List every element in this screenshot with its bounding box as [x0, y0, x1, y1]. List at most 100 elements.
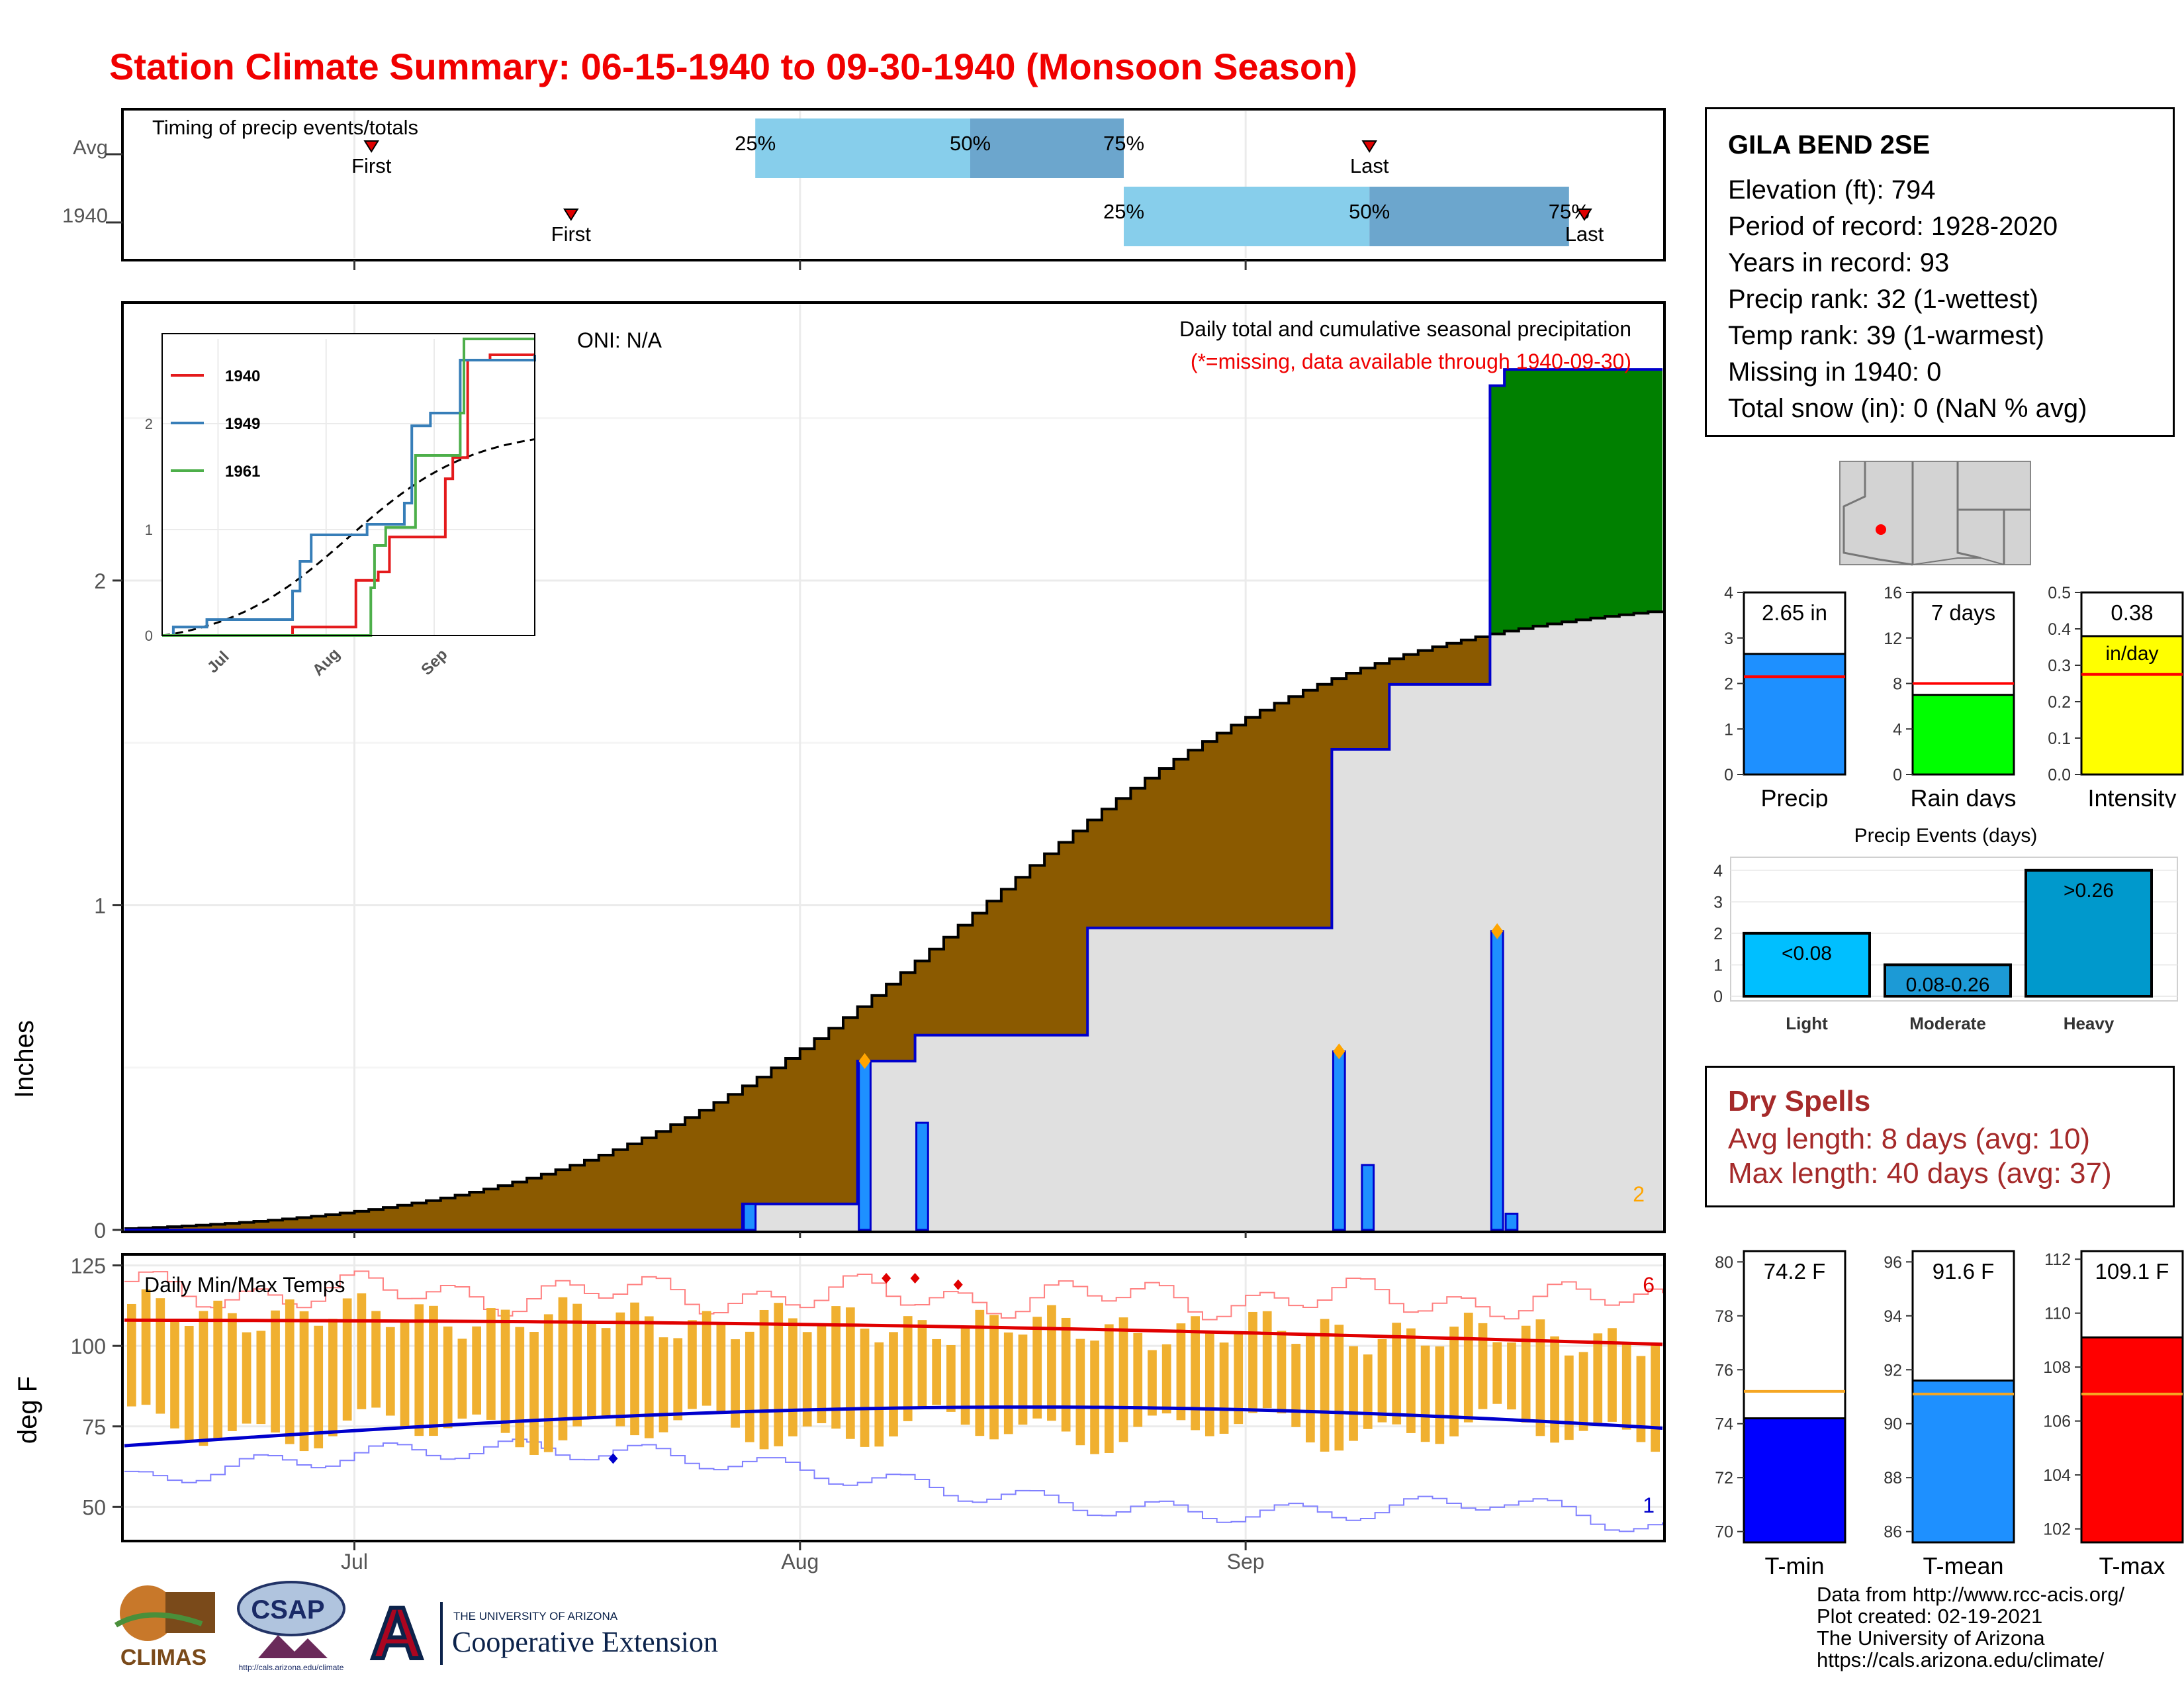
temp-daily-bar — [1420, 1345, 1430, 1442]
events-ytick-2: 2 — [1713, 925, 1723, 943]
temp-xtick-label-2: Sep — [1227, 1550, 1265, 1573]
precip-subtitle: (*=missing, data available through 1940-… — [1191, 350, 1631, 373]
temp-daily-bar — [1392, 1323, 1402, 1425]
credit-url: https://cals.arizona.edu/climate/ — [1817, 1648, 2105, 1671]
temp-daily-bar — [256, 1331, 266, 1425]
temp-daily-bar — [1234, 1331, 1244, 1425]
summary-ytick-label-precip-2-0: 0.0 — [2048, 766, 2071, 784]
timing-row-1940: 1940 — [62, 204, 108, 227]
temp-daily-bar — [1032, 1317, 1042, 1419]
temp-average-low-line — [124, 1405, 1663, 1448]
temp-daily-bar — [1061, 1317, 1071, 1432]
temp-daily-bar — [831, 1306, 841, 1429]
temp-record-high-marker-0 — [882, 1273, 891, 1284]
temp-daily-bar — [788, 1318, 797, 1436]
timing-avg-last-marker — [1361, 140, 1378, 153]
temp-chart: deg F 50 75 100 125 Jul Aug Sep Daily Min/Max … — [13, 1253, 1666, 1573]
precip-daily-bar-6 — [1504, 1212, 1519, 1231]
summary-label-precip-0: Precip — [1760, 784, 1828, 808]
credits: Data from http://www.rcc-acis.org/ Plot … — [1817, 1583, 2124, 1671]
temp-daily-bar — [170, 1320, 179, 1429]
temp-daily-bar — [543, 1314, 553, 1452]
summary-bar-precip-0 — [1743, 653, 1846, 776]
summary-label-temp-2: T-max — [2099, 1552, 2165, 1579]
events-category-heavy: Heavy — [2064, 1013, 2115, 1033]
temp-record-high-marker-2 — [953, 1279, 963, 1290]
timing-avg-first-marker — [363, 140, 380, 153]
temp-daily-bar — [601, 1328, 611, 1419]
dry-spells-max: Max length: 40 days (avg: 37) — [1728, 1157, 2112, 1190]
csap-text: CSAP — [251, 1595, 324, 1624]
temp-daily-bar — [889, 1332, 898, 1436]
summary-ytick-label-temp-2-4: 110 — [2044, 1305, 2071, 1323]
dry-spells-title: Dry Spells — [1728, 1085, 1871, 1117]
mountain-icon — [258, 1635, 328, 1658]
summary-value-temp-1: 91.6 F — [1933, 1259, 1995, 1284]
temp-daily-bar — [731, 1339, 740, 1428]
temp-daily-bar — [1205, 1331, 1214, 1436]
timing-1940-first-label: First — [551, 222, 592, 246]
precip-cumulative-area — [124, 612, 1662, 1230]
events-ytick-0: 0 — [1713, 988, 1723, 1006]
temp-daily-bar — [630, 1302, 639, 1436]
events-ytick-1: 1 — [1713, 956, 1723, 974]
temp-daily-bar — [285, 1299, 295, 1444]
timing-avg-band-50-75 — [970, 118, 1124, 178]
temp-daily-bar — [1133, 1333, 1143, 1427]
temp-ytick-label-2: 100 — [71, 1335, 106, 1358]
summary-value-temp-0: 74.2 F — [1764, 1259, 1826, 1284]
temp-daily-bar — [975, 1309, 985, 1436]
ua-letter: A — [371, 1595, 423, 1668]
temp-daily-bar — [156, 1298, 165, 1414]
temp-daily-bar — [443, 1326, 453, 1429]
summary-ytick-label-precip-0-4: 4 — [1724, 584, 1733, 602]
temp-daily-bar — [1377, 1338, 1387, 1423]
cloud-icon — [237, 1581, 345, 1636]
precip-count: 2 — [1633, 1182, 1645, 1206]
credit-plot-date: Plot created: 02-19-2021 — [1817, 1605, 2043, 1628]
state-borders — [1843, 461, 2030, 566]
temp-record-high-marker-1 — [910, 1273, 920, 1284]
summary-ytick-label-temp-0-5: 80 — [1715, 1253, 1733, 1272]
station-precip-rank: Precip rank: 32 (1-wettest) — [1728, 285, 2039, 314]
station-snow: Total snow (in): 0 (NaN % avg) — [1728, 394, 2087, 423]
temp-xtick-label-1: Aug — [781, 1550, 819, 1573]
temp-daily-bar — [1478, 1323, 1488, 1409]
temp-record-high-line — [124, 1270, 1663, 1321]
temp-daily-bar — [1075, 1338, 1085, 1446]
summary-label-precip-1: Rain days — [1910, 784, 2016, 808]
temp-daily-bar — [1161, 1344, 1171, 1414]
ua-logo: A — [357, 1595, 437, 1668]
precip-title: Daily total and cumulative seasonal prec… — [1179, 317, 1631, 341]
temp-daily-bar — [759, 1309, 769, 1450]
temp-daily-bar — [587, 1323, 596, 1418]
temp-daily-bar — [228, 1313, 237, 1431]
temp-daily-bar — [429, 1305, 438, 1436]
summary-ytick-label-precip-2-2: 0.2 — [2048, 693, 2071, 712]
timing-avg-band-25-50 — [755, 118, 970, 178]
summary-ytick-label-precip-0-3: 3 — [1724, 630, 1733, 648]
summary-ytick-label-precip-2-3: 0.3 — [2048, 657, 2071, 675]
temp-daily-bar — [1463, 1313, 1473, 1423]
temp-ytick-label-0: 50 — [82, 1495, 106, 1519]
oni-label: ONI: N/A — [577, 328, 662, 352]
timing-1940-band-50-75 — [1369, 187, 1569, 246]
inset-line-1961 — [162, 338, 535, 637]
temp-daily-bar — [644, 1316, 654, 1438]
temp-daily-bar — [400, 1320, 410, 1428]
temp-record-low-marker — [608, 1453, 618, 1464]
precip-deficit-area — [124, 636, 1490, 1230]
temp-daily-bar — [328, 1319, 338, 1436]
summary-unit-precip-2: in/day — [2105, 643, 2158, 665]
temp-daily-bar — [1621, 1343, 1631, 1430]
temp-daily-bar — [1492, 1342, 1502, 1404]
timing-chart: Timing of precip events/totals Avg 1940 … — [62, 108, 1666, 270]
temp-daily-bar — [515, 1327, 525, 1448]
timing-1940-last-marker — [1576, 209, 1592, 221]
temp-daily-bar — [314, 1325, 324, 1448]
temp-daily-bar — [673, 1338, 683, 1421]
temp-daily-bar — [1219, 1342, 1229, 1434]
temp-daily-bar — [1262, 1311, 1272, 1409]
inset-ytick-1: 1 — [145, 522, 153, 538]
